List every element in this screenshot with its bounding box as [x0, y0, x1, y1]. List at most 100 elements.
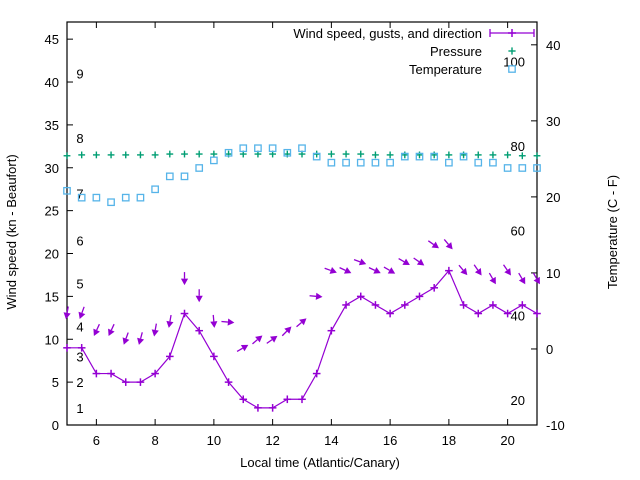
- y-tick-35: 35: [45, 118, 59, 133]
- temperature-point: [430, 152, 439, 161]
- gust-direction-arrow: [309, 292, 323, 300]
- wind-speed-point: [401, 301, 409, 309]
- wind-speed-point: [459, 301, 468, 309]
- gust-direction-arrow: [296, 318, 307, 328]
- wind-speed-point: [503, 309, 512, 318]
- gust-direction-arrow: [252, 335, 263, 345]
- pressure-point: [137, 151, 144, 159]
- wind-speed-point: [356, 292, 365, 301]
- y2-tick-0: 0: [546, 342, 553, 357]
- temperature-point: [77, 193, 86, 202]
- gust-direction-arrow: [383, 266, 396, 274]
- pressure-point: [474, 151, 482, 159]
- y2-tick--10: -10: [546, 418, 565, 433]
- pressure-point: [313, 150, 321, 158]
- y-tick-15: 15: [45, 289, 59, 304]
- gust-direction-arrow: [518, 272, 526, 285]
- temperature-point: [400, 152, 409, 161]
- y-tick-25: 25: [45, 204, 59, 219]
- beaufort-label-1: 1: [76, 401, 83, 416]
- y2-tick-30: 30: [546, 114, 560, 129]
- legend-marker-2[interactable]: [508, 65, 516, 73]
- fahrenheit-label-100: 100: [503, 55, 525, 70]
- wind-speed-point: [107, 369, 115, 378]
- wind-speed-point: [474, 309, 483, 318]
- temperature-point: [224, 148, 233, 157]
- gust-direction-arrow: [63, 306, 71, 320]
- wind-speed-point: [415, 292, 424, 301]
- pressure-point: [78, 151, 86, 159]
- x-tick-20: 20: [500, 433, 514, 448]
- gust-direction-arrow: [221, 318, 235, 326]
- wind-speed-point: [195, 326, 203, 335]
- temperature-point: [210, 156, 218, 165]
- y-tick-5: 5: [52, 375, 59, 390]
- gust-direction-arrow: [93, 323, 100, 336]
- gust-direction-arrow: [236, 344, 249, 352]
- gust-direction-arrow: [413, 257, 425, 266]
- gust-direction-arrow: [195, 289, 203, 303]
- temperature-point: [63, 186, 71, 195]
- fahrenheit-label-20: 20: [511, 393, 525, 408]
- gust-direction-arrow: [353, 258, 367, 266]
- gust-direction-arrow: [122, 332, 130, 345]
- legend-marker-0[interactable]: [489, 29, 535, 37]
- wind-speed-point: [283, 395, 292, 404]
- gust-direction-arrow: [339, 267, 352, 274]
- y2-tick-40: 40: [546, 38, 560, 53]
- beaufort-label-9: 9: [76, 66, 83, 81]
- temperature-point: [283, 148, 292, 157]
- y-tick-40: 40: [45, 75, 59, 90]
- legend-label-1[interactable]: Pressure: [430, 44, 482, 59]
- wind-speed-point: [210, 352, 218, 361]
- x-axis-ticks: 6 8 10 12 14 16 18 20: [93, 22, 515, 448]
- pressure-point: [533, 152, 541, 160]
- wind-speed-point: [312, 369, 321, 378]
- x-axis-title: Local time (Atlantic/Canary): [240, 455, 400, 470]
- temperature-point: [180, 172, 189, 181]
- pressure-point: [386, 151, 394, 159]
- gust-direction-arrow: [443, 239, 453, 250]
- wind-speed-point: [63, 344, 71, 352]
- temperature-point: [136, 193, 145, 202]
- fahrenheit-scale-labels: 20 40 60 80 100: [503, 55, 525, 408]
- wind-speed-point: [298, 395, 306, 404]
- x-tick-14: 14: [324, 433, 338, 448]
- temperature-point: [356, 158, 365, 167]
- pressure-point: [372, 151, 379, 159]
- y2-tick-20: 20: [546, 190, 560, 205]
- y2-axis-ticks: -10 0 10 20 30 40: [531, 38, 565, 433]
- pressure-point: [460, 151, 467, 159]
- temperature-point: [415, 152, 424, 161]
- pressure-point: [181, 150, 188, 158]
- wind-speed-point: [489, 301, 497, 309]
- pressure-point: [445, 151, 453, 159]
- gust-direction-arrow: [151, 323, 159, 337]
- gust-direction-arrow: [166, 314, 174, 328]
- temperature-point: [268, 144, 277, 153]
- gust-direction-arrow: [281, 326, 292, 337]
- temperature-point: [533, 164, 541, 172]
- temperature-point: [298, 144, 306, 153]
- legend-label-2[interactable]: Temperature: [409, 62, 482, 77]
- y-tick-30: 30: [45, 161, 59, 176]
- wind-speed-point: [327, 326, 336, 335]
- beaufort-label-2: 2: [76, 375, 83, 390]
- series-gusts-direction: [63, 239, 540, 352]
- legend-marker-1[interactable]: [508, 47, 516, 55]
- x-tick-18: 18: [442, 433, 456, 448]
- beaufort-label-8: 8: [76, 131, 83, 146]
- wind-speed-point: [342, 301, 350, 309]
- legend-label-0[interactable]: Wind speed, gusts, and direction: [293, 26, 482, 41]
- temperature-point: [151, 185, 159, 194]
- wind-speed-point: [239, 395, 248, 404]
- pressure-point: [504, 151, 512, 159]
- gust-direction-arrow: [266, 335, 278, 344]
- x-tick-6: 6: [93, 433, 100, 448]
- temperature-point: [239, 144, 248, 153]
- gust-direction-arrow: [473, 264, 482, 276]
- chart-legend: Wind speed, gusts, and direction Pressure…: [293, 26, 535, 77]
- gust-direction-arrow: [427, 240, 439, 249]
- pressure-point: [489, 151, 497, 159]
